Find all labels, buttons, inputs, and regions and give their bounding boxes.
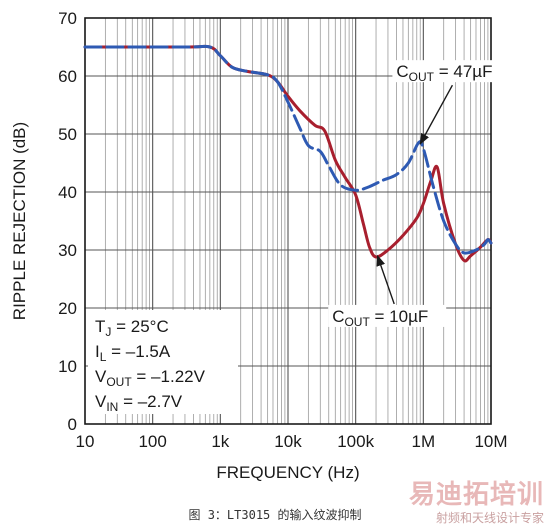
test-conditions: TJ = 25°C IL = –1.5A VOUT = –1.22V VIN = –2… [88, 310, 238, 414]
y-tick-labels: 0 10 20 30 40 50 60 70 [58, 9, 77, 434]
annotation-arrow [419, 84, 454, 145]
y-tick-label: 10 [58, 357, 77, 376]
x-tick-label: 10k [274, 432, 302, 451]
annotation-background [392, 60, 511, 83]
x-tick-label: 1M [412, 432, 436, 451]
y-tick-label: 20 [58, 299, 77, 318]
x-tick-label: 10 [76, 432, 95, 451]
conditions-background [88, 310, 238, 414]
y-tick-label: 40 [58, 183, 77, 202]
annotation-cout-10uf: COUT = 10µF [332, 307, 428, 329]
series-annotations: COUT = 47µF COUT = 10µF [328, 60, 511, 329]
y-tick-label: 50 [58, 125, 77, 144]
x-tick-label: 100 [138, 432, 166, 451]
y-tick-label: 30 [58, 241, 77, 260]
annotation-cout-47uf: COUT = 47µF [396, 62, 492, 84]
x-tick-label: 100k [337, 432, 374, 451]
x-tick-label: 1k [211, 432, 229, 451]
series-layer [83, 44, 493, 263]
annotation-arrow [376, 254, 395, 305]
x-tick-label: 10M [474, 432, 507, 451]
series-line-cout-47uf [83, 44, 493, 255]
x-tick-labels: 10 100 1k 10k 100k 1M 10M [76, 432, 508, 451]
y-tick-label: 0 [68, 415, 77, 434]
y-tick-label: 70 [58, 9, 77, 28]
y-axis-label: RIPPLE REJECTION (dB) [10, 122, 29, 320]
x-axis-label: FREQUENCY (Hz) [216, 463, 359, 482]
condition-line: TJ = 25°C [95, 317, 169, 339]
condition-line: IL = –1.5A [95, 342, 171, 364]
plot-frame [84, 17, 492, 425]
condition-line: VIN = –2.7V [95, 392, 183, 414]
annotation-background [328, 304, 447, 327]
y-tick-label: 60 [58, 67, 77, 86]
condition-line: VOUT = –1.22V [95, 367, 206, 389]
figure-caption: 图 3：LT3015 的输入纹波抑制 [188, 508, 362, 522]
